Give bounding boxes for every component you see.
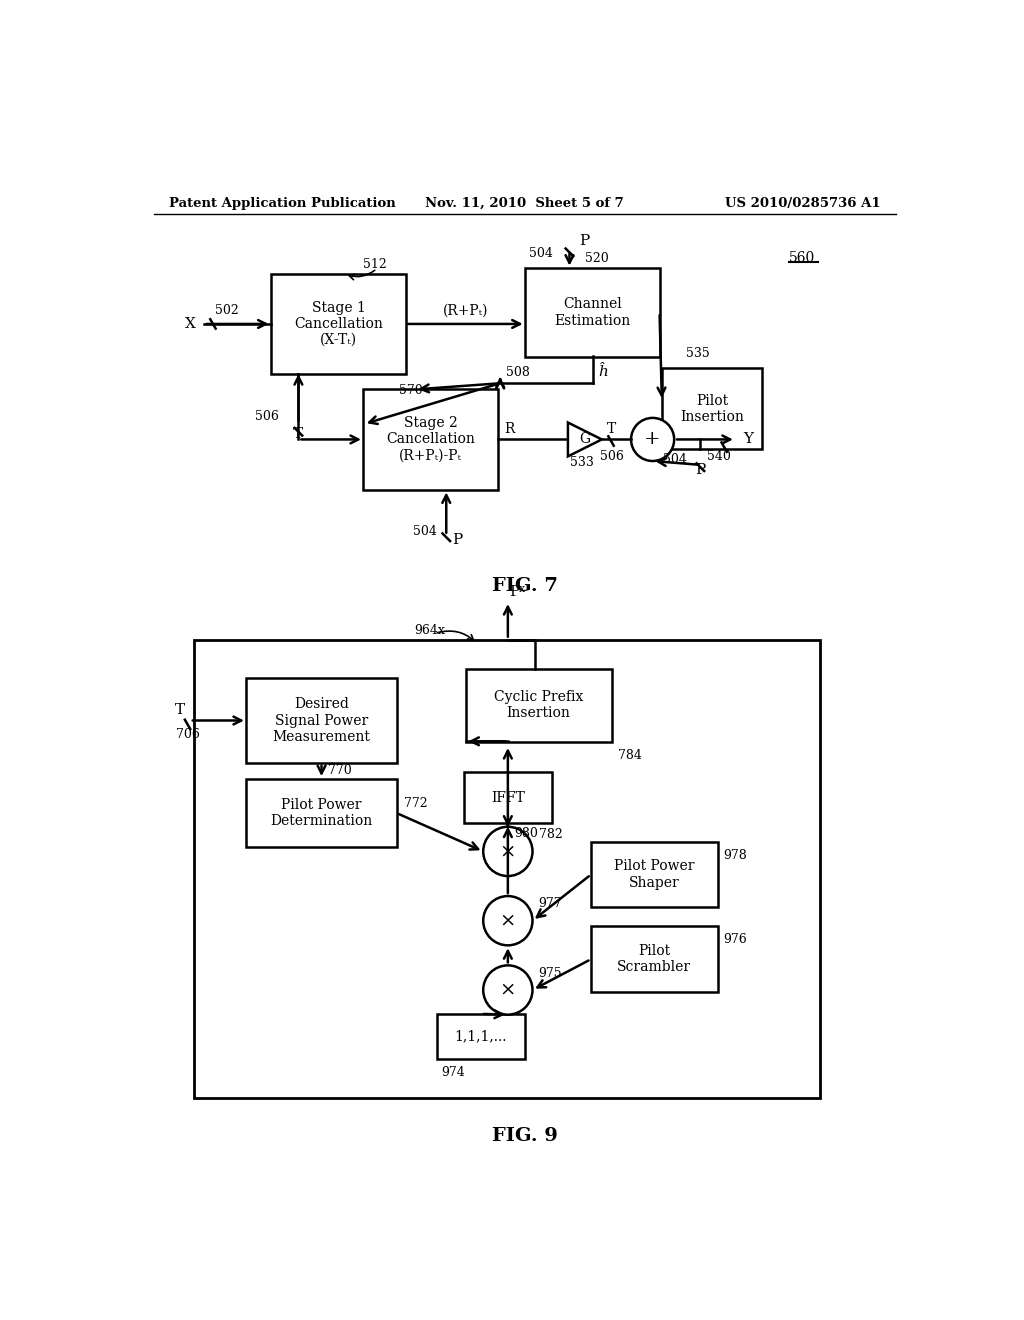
Text: 978: 978	[724, 849, 748, 862]
Text: 535: 535	[686, 347, 710, 360]
Text: 504: 504	[529, 247, 553, 260]
Text: +: +	[644, 430, 660, 449]
Text: Y: Y	[743, 433, 754, 446]
Bar	[525, 268, 659, 356]
Text: 508: 508	[506, 366, 530, 379]
Text: 782: 782	[539, 828, 562, 841]
Text: x: x	[518, 583, 525, 594]
Text: P: P	[579, 234, 589, 248]
Text: Stage 2
Cancellation
(R+Pₜ)-Pₜ: Stage 2 Cancellation (R+Pₜ)-Pₜ	[386, 416, 475, 462]
Text: 506: 506	[255, 409, 280, 422]
Text: T: T	[606, 421, 615, 436]
Text: 770: 770	[328, 764, 351, 777]
Bar	[271, 275, 406, 374]
Text: 772: 772	[403, 797, 428, 810]
Bar	[662, 368, 762, 449]
Text: 570: 570	[398, 384, 422, 397]
Circle shape	[483, 896, 532, 945]
Text: P: P	[453, 532, 463, 546]
Text: G: G	[580, 433, 591, 446]
Text: Cyclic Prefix
Insertion: Cyclic Prefix Insertion	[494, 690, 584, 721]
Text: Pilot
Scrambler: Pilot Scrambler	[617, 944, 691, 974]
Text: T: T	[293, 428, 303, 441]
Circle shape	[483, 826, 532, 876]
Text: 974: 974	[441, 1065, 465, 1078]
Bar	[247, 779, 396, 847]
Text: R: R	[504, 421, 514, 436]
Text: ĥ: ĥ	[599, 364, 608, 379]
Text: 975: 975	[539, 966, 562, 979]
Text: 520: 520	[585, 252, 608, 265]
Text: ×: ×	[500, 912, 516, 929]
Text: 506: 506	[600, 450, 625, 463]
Text: 977: 977	[539, 898, 562, 911]
Bar	[436, 1014, 525, 1059]
Text: 706: 706	[175, 727, 200, 741]
Text: 512: 512	[364, 259, 387, 271]
Text: Pilot
Insertion: Pilot Insertion	[680, 393, 743, 424]
Text: IFFT: IFFT	[490, 791, 524, 804]
Text: 504: 504	[413, 525, 437, 539]
Bar	[464, 772, 552, 822]
Text: 504: 504	[663, 453, 686, 466]
Text: X: X	[185, 317, 196, 331]
Text: FIG. 7: FIG. 7	[492, 577, 558, 595]
Text: P: P	[509, 585, 519, 599]
Text: P: P	[695, 463, 706, 478]
Text: 533: 533	[569, 455, 594, 469]
Text: Pilot Power
Shaper: Pilot Power Shaper	[614, 859, 694, 890]
Bar	[466, 668, 611, 742]
Text: (R+Pₜ): (R+Pₜ)	[442, 304, 488, 318]
Text: Pilot Power
Determination: Pilot Power Determination	[270, 797, 373, 828]
Text: 560: 560	[788, 252, 815, 265]
Text: Stage 1
Cancellation
(X-Tₜ): Stage 1 Cancellation (X-Tₜ)	[294, 301, 383, 347]
Bar	[247, 678, 396, 763]
Text: 540: 540	[707, 450, 731, 463]
Text: 1,1,1,...: 1,1,1,...	[455, 1030, 507, 1043]
Polygon shape	[568, 422, 602, 457]
Bar	[194, 640, 819, 1098]
Text: T: T	[175, 702, 185, 717]
Text: Nov. 11, 2010  Sheet 5 of 7: Nov. 11, 2010 Sheet 5 of 7	[425, 197, 625, 210]
Text: 502: 502	[215, 304, 239, 317]
Text: ×: ×	[500, 981, 516, 999]
Text: 964x: 964x	[414, 624, 444, 638]
Bar	[591, 927, 718, 991]
Text: FIG. 9: FIG. 9	[492, 1127, 558, 1146]
Text: Patent Application Publication: Patent Application Publication	[169, 197, 396, 210]
Text: US 2010/0285736 A1: US 2010/0285736 A1	[725, 197, 881, 210]
Text: 976: 976	[724, 933, 748, 946]
Text: ×: ×	[500, 842, 516, 861]
Circle shape	[483, 965, 532, 1015]
Text: Desired
Signal Power
Measurement: Desired Signal Power Measurement	[272, 697, 371, 743]
Text: Channel
Estimation: Channel Estimation	[554, 297, 631, 327]
Text: 980: 980	[514, 828, 538, 841]
Bar	[364, 389, 499, 490]
Circle shape	[631, 418, 674, 461]
Text: 784: 784	[617, 748, 642, 762]
Bar	[591, 842, 718, 907]
